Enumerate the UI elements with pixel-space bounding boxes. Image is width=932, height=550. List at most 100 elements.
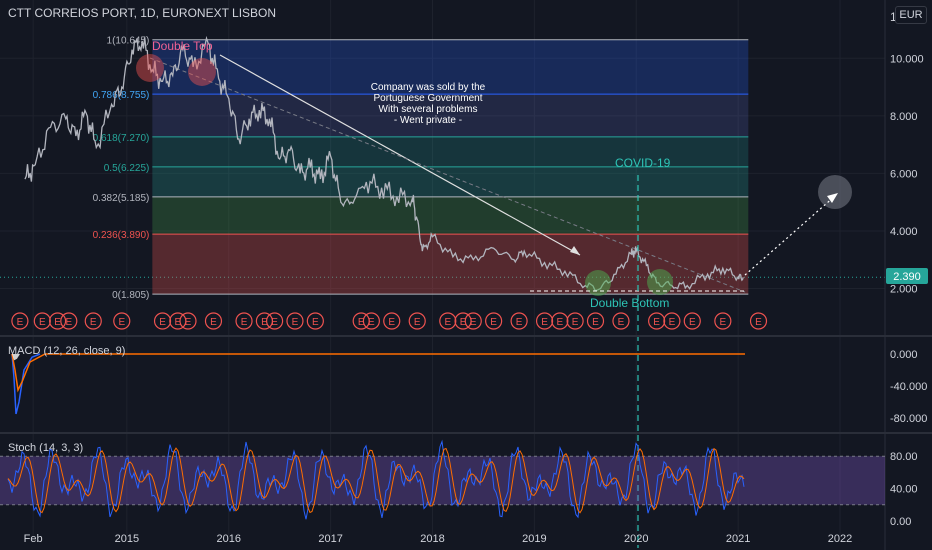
earnings-marker-icon[interactable] [204,312,223,330]
earnings-marker-icon[interactable] [566,312,584,330]
earnings-marker-label: E [516,317,523,328]
price-axis[interactable]: 10.000 8.000 6.000 4.000 2.000 [890,53,924,295]
earnings-marker-icon[interactable] [255,312,274,330]
earnings-marker-label: E [572,317,579,328]
earnings-marker-label: E [592,317,599,328]
chart-title: CTT CORREIOS PORT, 1D, EURONEXT LISBON [8,6,277,20]
fib-zone [152,136,749,167]
time-tick-label: Feb [24,533,43,545]
earnings-marker-icon[interactable] [235,312,253,330]
earnings-marker-icon[interactable] [535,312,554,330]
earnings-marker-label: E [368,317,375,328]
fib-zone [152,166,749,197]
earnings-marker-label: E [241,317,248,328]
currency-button[interactable]: EUR [895,6,927,24]
earnings-marker-label: E [312,317,319,328]
target-circle[interactable] [818,175,852,209]
earnings-marker-icon[interactable] [464,312,482,330]
earnings-marker-icon[interactable] [612,312,630,330]
macd-signal-line [11,353,745,393]
earnings-marker-icon[interactable] [265,312,284,330]
earnings-marker-icon[interactable] [383,312,401,330]
dashed-trendline [149,57,746,293]
earnings-marker-icon[interactable] [648,312,666,330]
stoch-band [0,456,885,505]
earnings-marker-icon[interactable] [352,312,370,330]
earnings-marker-label: E [541,317,548,328]
earnings-marker-label: E [388,317,395,328]
macd-pane[interactable]: 0.000 -40.000 -80.000 [11,349,927,425]
macd-histogram [12,354,20,361]
earnings-marker-icon[interactable] [714,312,732,330]
earnings-marker-icon[interactable] [113,312,131,330]
earnings-marker-label: E [118,317,125,328]
earnings-marker-icon[interactable] [169,312,187,330]
macd-tick-label: -40.000 [890,381,927,393]
earnings-marker-label: E [618,317,625,328]
earnings-marker-icon[interactable] [48,312,67,330]
earnings-marker-label: E [460,317,467,328]
earnings-marker-icon[interactable] [663,312,681,330]
earnings-marker-label: E [755,317,762,328]
earnings-marker-icon[interactable] [306,312,324,330]
earnings-marker-label: E [39,317,46,328]
note-line-4: - Went private - [394,115,462,126]
stoch-tick-label: 40.00 [890,484,918,496]
price-tick-label: 2.000 [890,283,918,295]
fib-level-label: 0.382(5.185) [93,193,150,204]
earnings-marker-icon[interactable] [586,312,605,330]
earnings-marker-label: E [414,317,421,328]
earnings-marker-icon[interactable] [84,312,102,330]
earnings-marker-icon[interactable] [33,312,51,330]
earnings-marker-icon[interactable] [439,312,457,330]
earnings-marker-label: E [653,317,660,328]
time-axis[interactable]: Feb 2015 2016 2017 2018 2019 2020 2021 2022 [24,533,853,545]
time-tick-label: 2016 [217,533,241,545]
earnings-marker-icon[interactable] [551,312,569,330]
earnings-marker-icon[interactable] [749,312,768,330]
earnings-marker-icon[interactable] [683,312,701,330]
time-tick-label: 2018 [420,533,444,545]
time-tick-label: 2020 [624,533,648,545]
stoch-pane[interactable]: 80.00 40.00 0.00 [0,439,918,528]
double-bottom-label: Double Bottom [590,296,669,310]
macd-line [11,353,41,415]
earnings-marker-icon[interactable] [485,312,503,330]
double-top-label: Double Top [152,39,213,53]
price-tick-label: 4.000 [890,226,918,238]
grid-lines [0,0,885,535]
earnings-marker-label: E [358,317,365,328]
price-series-line[interactable] [24,35,744,291]
fib-level-label: 0.236(3.890) [93,230,150,241]
stoch-k-line [7,439,745,520]
earnings-marker-label: E [210,317,217,328]
projection-arrow [744,195,836,276]
price-tick-label: 6.000 [890,168,918,180]
earnings-marker-label: E [557,317,564,328]
earnings-marker-label: E [65,317,72,328]
earnings-marker-label: E [271,317,278,328]
fib-level-label: 0.5(6.225) [104,163,150,174]
earnings-marker-label: E [90,317,97,328]
time-tick-label: 2017 [318,533,342,545]
earnings-marker-icon[interactable] [454,312,472,330]
earnings-marker-icon[interactable] [11,312,29,330]
earnings-marker-icon[interactable] [179,312,197,330]
fib-zone [152,196,749,235]
earnings-marker-icon[interactable] [60,312,78,330]
price-tick-label: 8.000 [890,111,918,123]
time-tick-label: 2022 [828,533,852,545]
earnings-marker-label: E [54,317,61,328]
down-trendline[interactable] [219,54,581,256]
earnings-marker-icon[interactable] [362,312,380,330]
fib-level-label: 0.786(8.755) [93,90,150,101]
earnings-marker-icon[interactable] [408,312,426,330]
earnings-marker-icon[interactable] [510,312,528,330]
time-tick-label: 2015 [115,533,139,545]
earnings-marker-icon[interactable] [153,312,172,330]
projection-arrowhead [827,193,838,203]
earnings-marker-label: E [292,317,299,328]
earnings-marker-icon[interactable] [286,312,304,330]
